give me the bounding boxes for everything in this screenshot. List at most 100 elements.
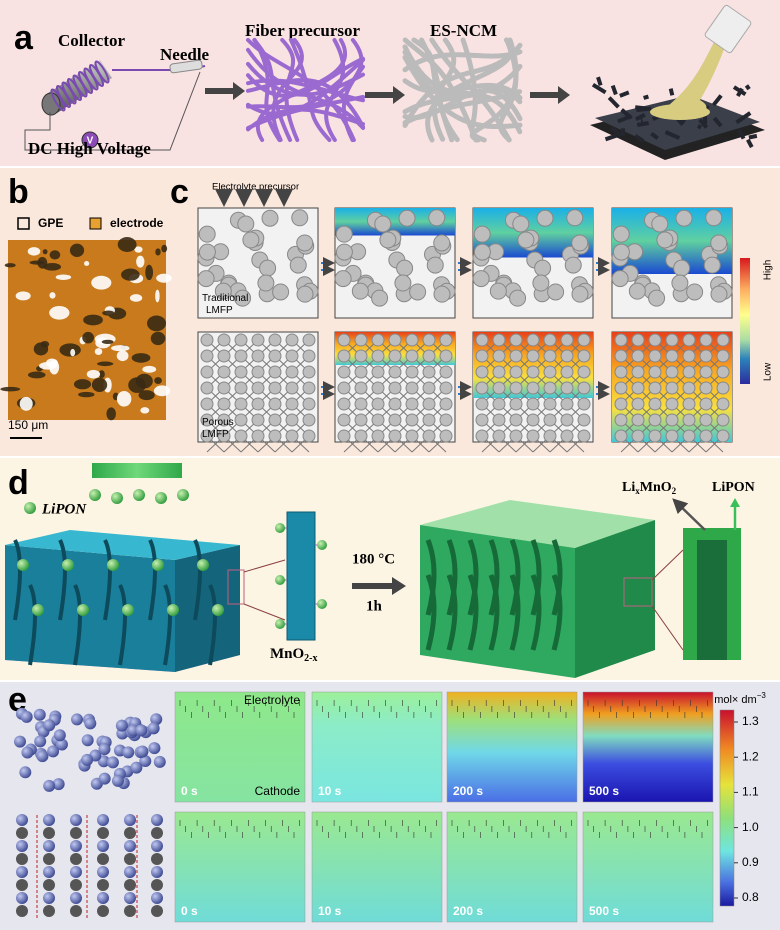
sphere: [97, 892, 109, 904]
pore: [49, 292, 56, 299]
lipon-ball: [32, 604, 44, 616]
particle: [388, 333, 402, 347]
particle: [234, 429, 248, 443]
particle: [200, 365, 214, 379]
sheet: [425, 539, 437, 616]
particle: [665, 333, 679, 347]
particle: [577, 349, 591, 363]
label: DC High Voltage: [28, 139, 151, 158]
particle: [699, 397, 713, 411]
sphere: [16, 879, 28, 891]
lipon-ball: [317, 599, 327, 609]
pore: [69, 243, 85, 258]
particle: [509, 413, 523, 427]
lipon-ball: [89, 489, 101, 501]
particle: [257, 274, 275, 292]
particle: [422, 365, 436, 379]
particle: [285, 413, 299, 427]
particle: [374, 215, 392, 233]
particle: [296, 285, 314, 303]
sphere: [151, 905, 163, 917]
particle: [261, 209, 279, 227]
pore: [147, 315, 167, 332]
pore: [4, 263, 16, 268]
pore: [154, 377, 162, 384]
sheet: [467, 539, 479, 616]
particle: [571, 234, 589, 252]
particle: [371, 289, 389, 307]
particle: [351, 282, 369, 300]
particle: [379, 231, 397, 249]
particle: [405, 333, 419, 347]
sphere: [97, 827, 109, 839]
particle: [388, 413, 402, 427]
pore: [33, 342, 49, 356]
label: LixMnO2: [622, 480, 677, 496]
particle: [492, 413, 506, 427]
particle: [439, 429, 453, 443]
sphere: [97, 853, 109, 865]
sphere: [124, 866, 136, 878]
particle: [509, 333, 523, 347]
particle: [268, 413, 282, 427]
fiber: [619, 90, 630, 98]
particle: [398, 209, 416, 227]
sphere: [151, 879, 163, 891]
particle: [571, 285, 589, 303]
particle: [716, 349, 730, 363]
particle: [614, 413, 628, 427]
particle: [217, 349, 231, 363]
particle: [656, 231, 674, 249]
pore: [91, 377, 108, 393]
particle: [543, 397, 557, 411]
porous-electrode: [0, 237, 172, 421]
particle: [682, 397, 696, 411]
particle-model: [14, 707, 166, 918]
mno2-array: [5, 530, 240, 672]
particle: [217, 381, 231, 395]
particle: [396, 259, 414, 277]
particle: [259, 259, 277, 277]
particle: [614, 397, 628, 411]
particle: [198, 243, 216, 261]
particle: [272, 283, 290, 301]
sphere: [43, 814, 55, 826]
sheet: [446, 539, 458, 616]
lipon-ball: [155, 492, 167, 504]
lipon-ball: [152, 559, 164, 571]
sheet: [551, 539, 563, 616]
sphere: [16, 892, 28, 904]
particle: [612, 225, 630, 243]
particle: [405, 413, 419, 427]
sphere: [148, 742, 161, 755]
lipon-ball: [77, 604, 89, 616]
lipon-ball: [133, 489, 145, 501]
particle: [422, 381, 436, 395]
particle: [564, 256, 582, 274]
sphere: [70, 892, 82, 904]
particle: [536, 209, 554, 227]
heatmap: [582, 691, 714, 803]
pore: [155, 289, 160, 303]
particle: [405, 381, 419, 395]
particle: [577, 333, 591, 347]
time-label: 500 s: [589, 904, 619, 918]
particle: [337, 413, 351, 427]
sphere: [43, 905, 55, 917]
pore: [106, 407, 116, 421]
lipon-ball: [275, 523, 285, 533]
sphere: [97, 866, 109, 878]
diffusion-box: [197, 207, 319, 319]
particle: [426, 256, 444, 274]
particle: [648, 349, 662, 363]
pore: [116, 391, 132, 407]
fiber: [735, 111, 752, 125]
lipon-ball: [107, 559, 119, 571]
particle: [526, 413, 540, 427]
pore: [49, 250, 61, 260]
fiber: [246, 47, 365, 131]
particle: [631, 397, 645, 411]
particle: [560, 397, 574, 411]
particle: [665, 349, 679, 363]
